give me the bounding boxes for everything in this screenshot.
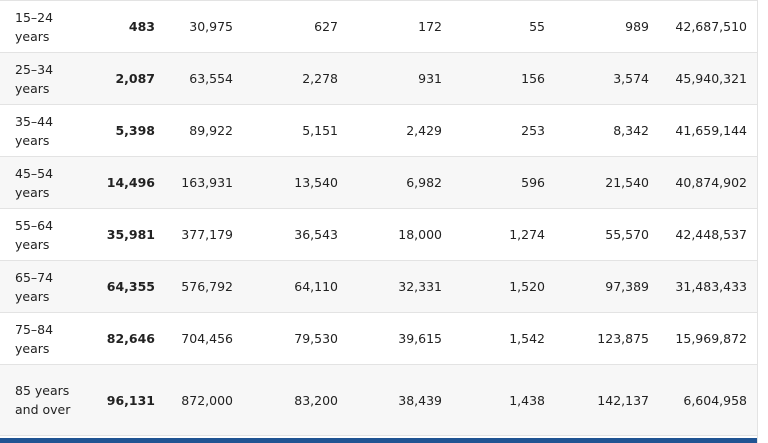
table-cell: 36,543: [243, 208, 348, 261]
table-cell: 64,110: [243, 260, 348, 313]
table-cell: 15,969,872: [659, 312, 757, 365]
table-cell: 32,331: [348, 260, 452, 313]
table-cell: 39,615: [348, 312, 452, 365]
table-row: 55–64 years 35,981 377,179 36,543 18,000…: [0, 208, 757, 261]
table-cell: 2,429: [348, 104, 452, 157]
age-group-cell: 15–24 years: [0, 0, 80, 53]
table-cell: 163,931: [165, 156, 243, 209]
table-right-border: [757, 0, 758, 443]
table-cell: 989: [555, 0, 659, 53]
table-cell: 97,389: [555, 260, 659, 313]
table-cell: 42,687,510: [659, 0, 757, 53]
table-cell: 1,542: [452, 312, 555, 365]
table-cell: 2,278: [243, 52, 348, 105]
table-cell: 63,554: [165, 52, 243, 105]
table-cell: 156: [452, 52, 555, 105]
table-cell: 931: [348, 52, 452, 105]
table-cell: 21,540: [555, 156, 659, 209]
table-cell: 41,659,144: [659, 104, 757, 157]
table-row: 85 years and over 96,131 872,000 83,200 …: [0, 364, 757, 436]
table-cell: 142,137: [555, 364, 659, 436]
table-cell: 5,151: [243, 104, 348, 157]
table-cell: 123,875: [555, 312, 659, 365]
table-cell: 42,448,537: [659, 208, 757, 261]
table-row: 35–44 years 5,398 89,922 5,151 2,429 253…: [0, 104, 757, 157]
table-cell: 31,483,433: [659, 260, 757, 313]
table-cell: 483: [80, 0, 165, 53]
age-group-cell: 55–64 years: [0, 208, 80, 261]
table-cell: 40,874,902: [659, 156, 757, 209]
table-cell: 79,530: [243, 312, 348, 365]
table-bottom-border: [0, 438, 757, 443]
table-cell: 5,398: [80, 104, 165, 157]
table-cell: 8,342: [555, 104, 659, 157]
table-cell: 18,000: [348, 208, 452, 261]
table-cell: 45,940,321: [659, 52, 757, 105]
table-cell: 3,574: [555, 52, 659, 105]
table-row: 45–54 years 14,496 163,931 13,540 6,982 …: [0, 156, 757, 209]
table-cell: 83,200: [243, 364, 348, 436]
age-group-cell: 25–34 years: [0, 52, 80, 105]
table-cell: 89,922: [165, 104, 243, 157]
table-cell: 6,604,958: [659, 364, 757, 436]
table-cell: 38,439: [348, 364, 452, 436]
table-cell: 253: [452, 104, 555, 157]
table-cell: 627: [243, 0, 348, 53]
table-cell: 872,000: [165, 364, 243, 436]
table-cell: 1,520: [452, 260, 555, 313]
table-cell: 96,131: [80, 364, 165, 436]
table-cell: 55: [452, 0, 555, 53]
table-cell: 377,179: [165, 208, 243, 261]
age-group-cell: 45–54 years: [0, 156, 80, 209]
table-row: 25–34 years 2,087 63,554 2,278 931 156 3…: [0, 52, 757, 105]
age-group-cell: 65–74 years: [0, 260, 80, 313]
age-group-cell: 85 years and over: [0, 364, 80, 436]
age-group-cell: 35–44 years: [0, 104, 80, 157]
table-row: 75–84 years 82,646 704,456 79,530 39,615…: [0, 312, 757, 365]
table-cell: 64,355: [80, 260, 165, 313]
table-cell: 82,646: [80, 312, 165, 365]
table-cell: 596: [452, 156, 555, 209]
table-row: 65–74 years 64,355 576,792 64,110 32,331…: [0, 260, 757, 313]
table-cell: 6,982: [348, 156, 452, 209]
table-cell: 55,570: [555, 208, 659, 261]
age-group-table: 15–24 years 483 30,975 627 172 55 989 42…: [0, 0, 757, 436]
table-cell: 30,975: [165, 0, 243, 53]
table-cell: 704,456: [165, 312, 243, 365]
table-cell: 13,540: [243, 156, 348, 209]
table-cell: 576,792: [165, 260, 243, 313]
age-group-cell: 75–84 years: [0, 312, 80, 365]
table-cell: 1,274: [452, 208, 555, 261]
table-row: 15–24 years 483 30,975 627 172 55 989 42…: [0, 0, 757, 53]
table-cell: 1,438: [452, 364, 555, 436]
table-cell: 172: [348, 0, 452, 53]
table-cell: 2,087: [80, 52, 165, 105]
table-cell: 35,981: [80, 208, 165, 261]
table-cell: 14,496: [80, 156, 165, 209]
